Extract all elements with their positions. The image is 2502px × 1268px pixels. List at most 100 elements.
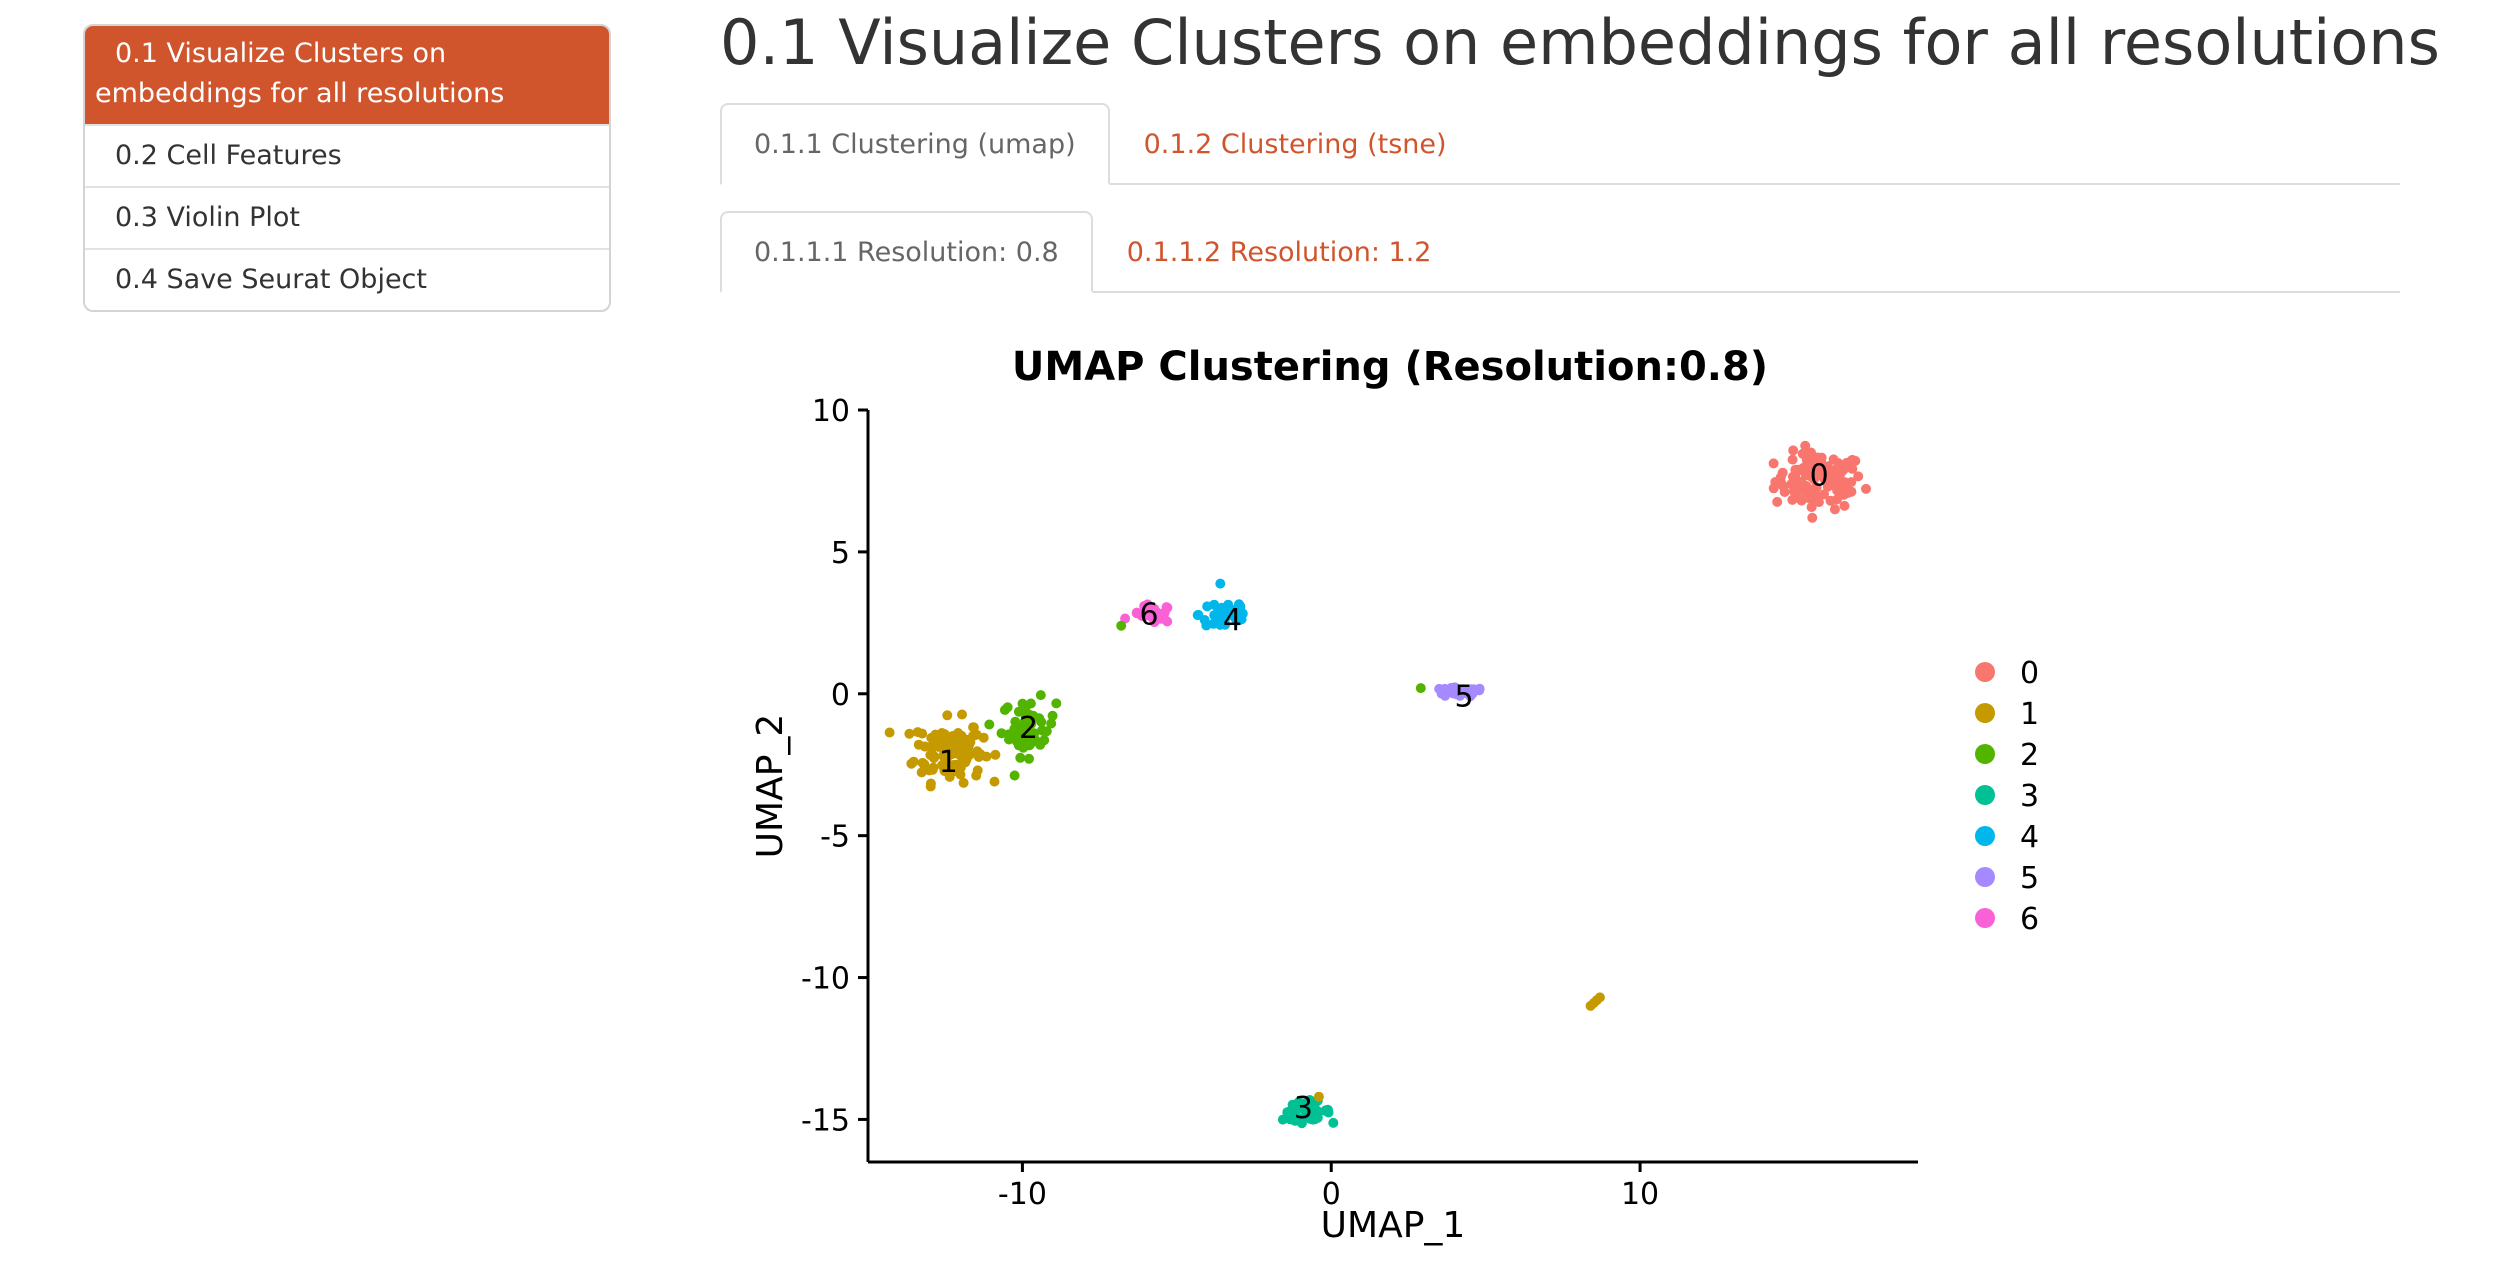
- toc-item-visualize-clusters[interactable]: 0.1 Visualize Clusters on embeddings for…: [85, 26, 609, 126]
- legend-swatch-5: [1975, 867, 1995, 887]
- cluster-0-point: [1788, 445, 1799, 456]
- legend-swatch-2: [1975, 744, 1995, 764]
- cluster-0-point: [1775, 472, 1786, 483]
- cluster-label-4: 4: [1223, 603, 1242, 638]
- cluster-2-point: [999, 705, 1010, 715]
- cluster-4-point: [1236, 607, 1247, 618]
- tab-clustering-tsne[interactable]: 0.1.2 Clustering (tsne): [1143, 129, 1447, 160]
- x-axis-ticks: -10 0 10: [998, 1162, 1659, 1212]
- cluster-0-point: [1800, 440, 1811, 451]
- cluster-2-point: [984, 719, 995, 730]
- chart-title: UMAP Clustering (Resolution:0.8): [1012, 344, 1768, 390]
- tab-resolution-1-2[interactable]: 0.1.1.2 Resolution: 1.2: [1126, 237, 1432, 268]
- cluster-2-point: [1051, 698, 1062, 709]
- cluster-2-point: [1013, 706, 1024, 717]
- legend-label-3: 3: [2020, 779, 2039, 814]
- legend-label-1: 1: [2020, 697, 2039, 732]
- legend-swatch-4: [1975, 826, 1995, 846]
- toc-item-cell-features[interactable]: 0.2 Cell Features: [85, 126, 609, 188]
- cluster-2-point: [1046, 718, 1057, 729]
- cluster-0-point: [1787, 454, 1798, 465]
- chart-legend: 0 1 2 3 4 5 6: [1975, 656, 2039, 937]
- y-tick-label: 10: [812, 394, 850, 429]
- cluster-6-point: [1139, 601, 1150, 611]
- cluster-0-point: [1801, 470, 1812, 481]
- cluster-2-point: [1024, 753, 1034, 764]
- toc-item-violin-plot[interactable]: 0.3 Violin Plot: [85, 188, 609, 250]
- cluster-1-point: [968, 722, 979, 733]
- cluster-0-point: [1819, 489, 1829, 500]
- cluster-6-point: [1136, 610, 1147, 621]
- cluster-0-point: [1829, 504, 1840, 515]
- cluster-1-point: [908, 756, 919, 767]
- tab-resolution-0-8[interactable]: 0.1.1.1 Resolution: 0.8: [720, 211, 1093, 293]
- cluster-2-point: [1036, 717, 1047, 727]
- cluster-6-point: [1162, 602, 1173, 613]
- cluster-label-0: 0: [1810, 458, 1829, 493]
- cluster-label-2: 2: [1019, 711, 1038, 746]
- cluster-1-point: [973, 752, 984, 762]
- cluster-label-5: 5: [1454, 680, 1473, 715]
- legend-swatch-3: [1975, 785, 1995, 805]
- tab-clustering-umap[interactable]: 0.1.1 Clustering (umap): [720, 103, 1110, 185]
- cluster-1-point: [939, 742, 950, 753]
- y-axis-label: UMAP_2: [750, 714, 791, 859]
- cluster-0-point: [1807, 512, 1818, 523]
- legend-label-2: 2: [2020, 738, 2039, 773]
- cluster-0-point: [1797, 448, 1808, 459]
- cluster-0-point: [1833, 458, 1844, 468]
- cluster-2-point: [1041, 726, 1052, 737]
- cluster-0-point: [1806, 502, 1817, 513]
- cluster-1-point: [917, 757, 928, 768]
- legend-swatch-0: [1975, 662, 1995, 682]
- cluster-label-6: 6: [1139, 597, 1158, 632]
- legend-swatch-6: [1975, 908, 1995, 928]
- cluster-5-point: [1448, 688, 1459, 699]
- cluster-0-point: [1825, 495, 1836, 506]
- x-axis-label: UMAP_1: [1321, 1205, 1466, 1246]
- cluster-0-point: [1801, 481, 1812, 491]
- embedding-tabs: 0.1.1 Clustering (umap) 0.1.2 Clustering…: [720, 103, 2400, 185]
- cluster-5-point: [1474, 685, 1485, 696]
- y-tick-label: -15: [801, 1103, 850, 1138]
- scatter-points: [884, 440, 1871, 1129]
- cluster-2-point: [1035, 690, 1046, 701]
- cluster-1-point: [949, 759, 960, 770]
- table-of-contents: 0.1 Visualize Clusters on embeddings for…: [83, 24, 611, 312]
- cluster-0-point: [1853, 471, 1864, 482]
- cluster-2-point: [1024, 740, 1035, 751]
- cluster-2-point: [1009, 770, 1020, 781]
- toc-item-save-seurat-object[interactable]: 0.4 Save Seurat Object: [115, 264, 427, 295]
- cluster-0-point: [1842, 488, 1853, 498]
- cluster-2-point: [1022, 720, 1033, 731]
- cluster-1-point: [940, 732, 951, 742]
- cluster-2-point: [1047, 710, 1058, 721]
- cluster-1-point: [989, 776, 1000, 787]
- cluster-0-point: [1839, 500, 1850, 511]
- cluster-1-point: [956, 758, 967, 768]
- legend-label-6: 6: [2020, 902, 2039, 937]
- cluster-label-3: 3: [1294, 1091, 1313, 1126]
- cluster-0-point: [1835, 474, 1846, 485]
- page-title: 0.1 Visualize Clusters on embeddings for…: [720, 6, 2440, 79]
- legend-label-0: 0: [2020, 656, 2039, 691]
- cluster-0-point: [1772, 496, 1783, 507]
- cluster-2-point: [1415, 683, 1426, 694]
- cluster-1-point: [1594, 992, 1605, 1003]
- cluster-1-point: [942, 710, 953, 721]
- y-axis-ticks: 10 5 0 -5 -10 -15: [801, 394, 868, 1138]
- cluster-1-point: [927, 743, 938, 753]
- cluster-4-point: [1209, 599, 1220, 610]
- cluster-4-point: [1223, 599, 1234, 610]
- cluster-1-point: [958, 777, 969, 788]
- x-tick-label: 0: [1322, 1177, 1341, 1212]
- cluster-1-point: [981, 751, 992, 762]
- cluster-0-point: [1811, 482, 1822, 493]
- cluster-2-point: [1028, 710, 1039, 721]
- cluster-1-point: [941, 757, 951, 768]
- cluster-1-point: [904, 728, 915, 739]
- cluster-labels: 0 1 2 3 4 5 6: [939, 458, 1829, 1126]
- cluster-0-point: [1847, 454, 1858, 465]
- cluster-4-point: [1216, 614, 1227, 625]
- cluster-0-point: [1847, 463, 1858, 474]
